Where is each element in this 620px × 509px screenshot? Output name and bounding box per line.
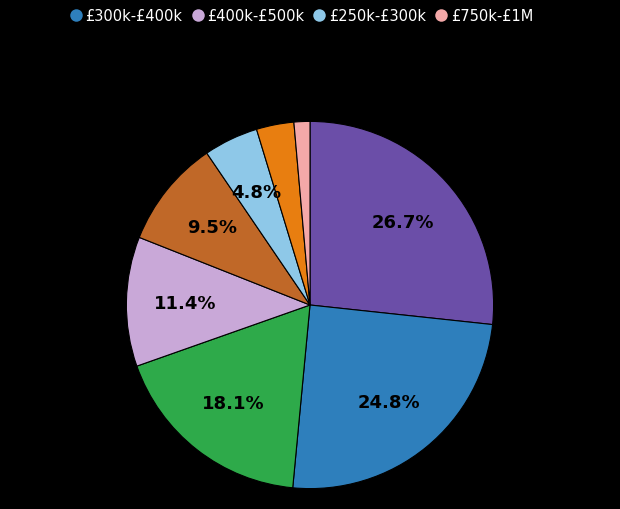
Wedge shape — [126, 238, 310, 366]
Wedge shape — [310, 122, 494, 325]
Legend: £500k-£750k, £300k-£400k, £50k-£100k, £400k-£500k, £200k-£250k, £250k-£300k, £15: £500k-£750k, £300k-£400k, £50k-£100k, £4… — [68, 0, 552, 29]
Wedge shape — [293, 305, 492, 489]
Text: 18.1%: 18.1% — [202, 394, 265, 413]
Text: 24.8%: 24.8% — [358, 393, 420, 411]
Wedge shape — [140, 154, 310, 305]
Text: 11.4%: 11.4% — [154, 294, 216, 312]
Wedge shape — [137, 305, 310, 488]
Text: 26.7%: 26.7% — [371, 213, 434, 231]
Wedge shape — [207, 130, 310, 305]
Wedge shape — [294, 122, 310, 305]
Wedge shape — [257, 123, 310, 305]
Text: 4.8%: 4.8% — [231, 184, 281, 202]
Text: 9.5%: 9.5% — [188, 218, 237, 237]
